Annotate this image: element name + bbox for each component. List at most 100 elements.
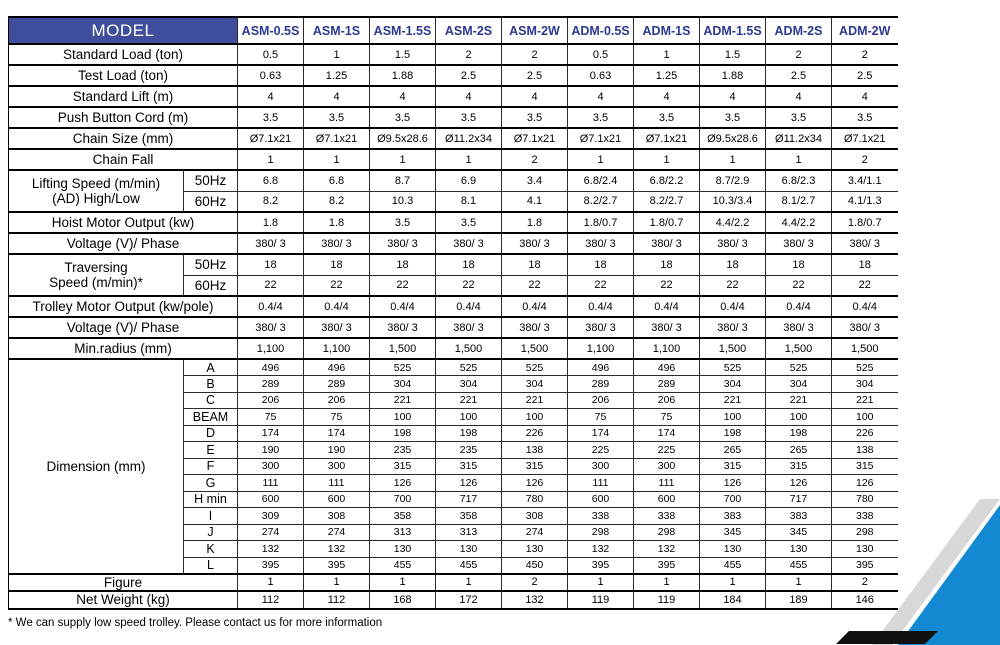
cell: 2.5: [501, 64, 568, 86]
cell: 345: [699, 523, 766, 541]
table-row: J 274 274 313 313 274 298 298 345 345 298: [9, 523, 898, 541]
cell: 1.25: [633, 64, 700, 86]
cell: 8.1: [435, 190, 502, 212]
cell: 235: [369, 441, 436, 458]
sub-row-label: H min: [183, 490, 238, 508]
cell: 300: [633, 457, 700, 475]
cell: 338: [831, 507, 898, 524]
cell: 198: [369, 424, 436, 442]
cell: 380/ 3: [369, 316, 436, 338]
cell: 1: [633, 572, 700, 591]
cell: 1,500: [765, 337, 832, 359]
cell: 1,100: [237, 337, 304, 359]
cell: Ø7.1x21: [567, 127, 634, 149]
cell: 184: [699, 590, 766, 609]
cell: 130: [831, 540, 898, 557]
cell: 8.7/2.9: [699, 169, 766, 191]
cell: Ø7.1x21: [237, 127, 304, 149]
cell: 298: [633, 523, 700, 541]
column-header: ASM-0.5S: [237, 17, 304, 45]
cell: 3.5: [501, 106, 568, 128]
cell: 22: [699, 274, 766, 296]
header-row: MODEL ASM-0.5S ASM-1S ASM-1.5S ASM-2S ASM-2W A…: [8, 17, 898, 45]
column-header: ASM-1S: [303, 17, 370, 45]
cell: 274: [237, 523, 304, 541]
cell: 0.4/4: [699, 295, 766, 317]
cell: 18: [501, 253, 568, 275]
sub-row-label: L: [183, 556, 238, 574]
table-row: BEAM 75 75 100 100 100 75 75 100 100 100: [9, 408, 898, 425]
cell: 2: [831, 572, 898, 591]
row-label: Push Button Cord (m): [8, 106, 238, 128]
cell: 6.8/2.4: [567, 169, 634, 191]
cell: 455: [699, 556, 766, 574]
cell: 380/ 3: [567, 316, 634, 338]
cell: 265: [699, 441, 766, 458]
cell: 315: [501, 457, 568, 475]
cell: 455: [435, 556, 502, 574]
cell: 780: [501, 490, 568, 508]
cell: 4.1: [501, 190, 568, 212]
cell: Ø9.5x28.6: [369, 127, 436, 149]
cell: 221: [699, 391, 766, 409]
cell: 1,500: [831, 337, 898, 359]
cell: 1: [237, 148, 304, 170]
cell: 174: [633, 424, 700, 442]
cell: 1: [435, 148, 502, 170]
cell: 100: [765, 408, 832, 425]
cell: 221: [765, 391, 832, 409]
cell: 380/ 3: [699, 316, 766, 338]
cell: 22: [765, 274, 832, 296]
cell: 525: [699, 358, 766, 376]
cell: 18: [633, 253, 700, 275]
cell: 1: [567, 572, 634, 591]
table-row: H min 600 600 700 717 780 600 600 700 717 780: [9, 490, 898, 508]
cell: 146: [831, 590, 898, 609]
cell: 1.8/0.7: [567, 211, 634, 233]
cell: 315: [699, 457, 766, 475]
cell: 380/ 3: [633, 316, 700, 338]
table-row: 60Hz 22 22 22 22 22 22 22 22 22 22: [9, 274, 898, 296]
cell: 1: [765, 572, 832, 591]
cell: 18: [699, 253, 766, 275]
cell: 22: [237, 274, 304, 296]
cell: 2.5: [765, 64, 832, 86]
table-row: 60Hz 8.2 8.2 10.3 8.1 4.1 8.2/2.7 8.2/2.7 10.3/3…: [9, 190, 898, 212]
cell: 4: [435, 85, 502, 107]
cell: 18: [369, 253, 436, 275]
cell: 8.7: [369, 169, 436, 191]
cell: 1,100: [567, 337, 634, 359]
cell: 111: [567, 474, 634, 491]
cell: 126: [699, 474, 766, 491]
cell: 18: [765, 253, 832, 275]
sub-row-label: K: [183, 540, 238, 557]
table-row: E 190 190 235 235 138 225 225 265 265 138: [9, 441, 898, 458]
cell: 380/ 3: [501, 232, 568, 254]
cell: 1: [369, 148, 436, 170]
cell: 2: [831, 43, 898, 65]
cell: 1,500: [501, 337, 568, 359]
cell: 75: [237, 408, 304, 425]
cell: 496: [237, 358, 304, 376]
cell: 2: [501, 148, 568, 170]
cell: Ø9.5x28.6: [699, 127, 766, 149]
cell: 380/ 3: [435, 232, 502, 254]
cell: 8.2/2.7: [567, 190, 634, 212]
sub-row-label: 50Hz: [183, 253, 238, 275]
cell: 6.8: [303, 169, 370, 191]
cell: 3.5: [369, 211, 436, 233]
table-row: Standard Lift (m) 4 4 4 4 4 4 4 4 4 4: [8, 85, 898, 107]
cell: 1.8: [237, 211, 304, 233]
row-label: Lifting Speed (m/min) (AD) High/Low: [8, 169, 184, 212]
table-row: Standard Load (ton) 0.5 1 1.5 2 2 0.5 1 1.5 2 2: [8, 43, 898, 65]
cell: 206: [633, 391, 700, 409]
cell: 18: [237, 253, 304, 275]
cell: 221: [501, 391, 568, 409]
cell: 4.4/2.2: [765, 211, 832, 233]
sub-row-label: I: [183, 507, 238, 524]
cell: 700: [369, 490, 436, 508]
cell: 380/ 3: [567, 232, 634, 254]
cell: 380/ 3: [303, 316, 370, 338]
cell: 22: [435, 274, 502, 296]
